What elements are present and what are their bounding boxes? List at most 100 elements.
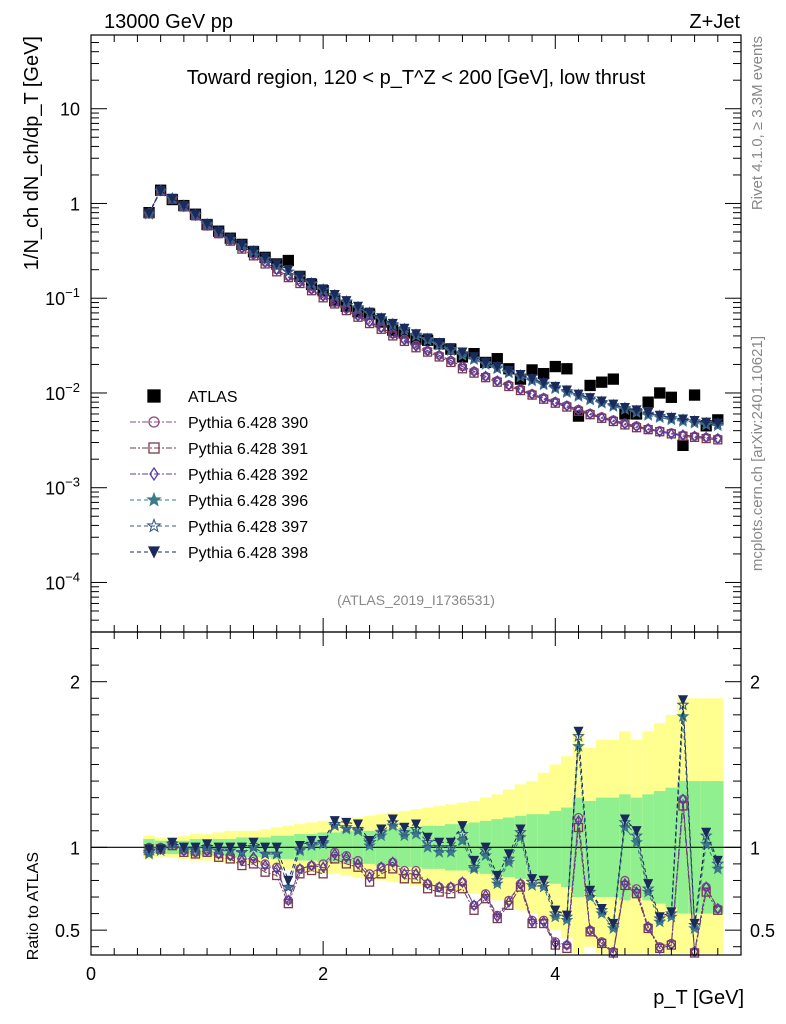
ratio-data-point <box>457 884 468 894</box>
ratio-series-group <box>142 695 725 959</box>
ratio-data-point <box>619 814 630 825</box>
ratio-data-point <box>352 819 364 830</box>
main-data-point <box>434 337 445 349</box>
main-data-point <box>493 374 502 387</box>
ratio-data-point <box>677 695 689 706</box>
ratio-data-point <box>458 876 467 889</box>
legend-label: Pythia 6.428 398 <box>188 545 308 562</box>
main-data-point <box>294 271 305 282</box>
ratio-data-point <box>155 844 166 855</box>
ratio-data-point <box>538 875 549 886</box>
ratio-y-tick-label-left: 0.5 <box>55 921 80 941</box>
ratio-data-point <box>190 842 201 853</box>
ratio-data-point <box>713 902 722 915</box>
main-data-point <box>341 296 352 307</box>
y-tick-label: 10−1 <box>45 285 80 309</box>
main-data-point <box>539 392 548 405</box>
ratio-data-point <box>583 890 597 903</box>
ratio-data-point <box>374 825 388 838</box>
legend-label: Pythia 6.428 391 <box>188 441 308 458</box>
legend-marker <box>146 517 162 533</box>
main-data-point <box>631 405 642 416</box>
ratio-data-point <box>469 905 479 915</box>
x-axis-title: p_T [GeV] <box>653 987 744 1009</box>
ratio-data-point <box>364 877 375 887</box>
ratio-data-point <box>400 867 409 880</box>
legend-label: Pythia 6.428 392 <box>188 467 308 484</box>
main-data-point <box>654 387 666 399</box>
ratio-data-point <box>411 874 421 884</box>
legend-label: Pythia 6.428 390 <box>188 415 308 432</box>
main-data-point <box>677 414 689 425</box>
main-data-point <box>377 321 386 334</box>
ratio-data-point <box>388 856 397 869</box>
ratio-data-point <box>399 874 410 884</box>
ratio-data-point <box>711 862 725 875</box>
main-data-point <box>504 379 513 392</box>
ratio-data-point <box>456 827 469 840</box>
ratio-data-point <box>641 885 655 898</box>
ratio-y-tick-label-left: 1 <box>70 838 80 858</box>
main-data-point <box>445 343 456 354</box>
ratio-data-point <box>223 843 237 857</box>
ratio-data-point <box>258 847 272 860</box>
ratio-data-point <box>586 924 595 937</box>
ratio-data-point <box>318 836 329 847</box>
ratio-data-point <box>421 840 435 853</box>
ratio-data-point <box>388 864 398 874</box>
ratio-data-point <box>200 840 214 853</box>
main-data-point <box>306 277 317 289</box>
ratio-data-point <box>397 825 411 838</box>
ratio-data-point <box>468 855 480 867</box>
ratio-data-point <box>504 900 514 910</box>
ratio-series-line <box>148 805 719 954</box>
ratio-data-point <box>608 918 619 929</box>
main-data-point <box>620 418 629 431</box>
ratio-data-point <box>620 877 629 890</box>
ratio-data-point <box>318 869 328 879</box>
ratio-data-point <box>479 848 493 862</box>
legend-marker <box>147 389 161 403</box>
ratio-data-point <box>178 842 189 853</box>
ratio-data-point <box>353 857 362 870</box>
main-data-point <box>609 414 618 427</box>
ratio-data-point <box>328 817 342 830</box>
main-data-point <box>713 432 722 445</box>
ratio-data-point <box>212 843 226 857</box>
ratio-data-point <box>434 837 445 848</box>
main-data-point <box>632 420 641 433</box>
main-data-point <box>584 379 596 392</box>
ratio-data-point <box>213 842 224 853</box>
main-data-point <box>412 340 420 353</box>
ratio-data-point <box>446 889 456 899</box>
ratio-data-point <box>504 896 513 908</box>
ratio-data-point <box>643 879 654 890</box>
ratio-data-point <box>630 828 644 842</box>
main-data-point <box>561 385 572 396</box>
ratio-data-point <box>689 918 700 929</box>
main-data-point <box>643 407 654 419</box>
main-data-point <box>446 354 455 367</box>
ratio-data-point <box>445 837 456 848</box>
ratio-data-point <box>339 820 353 833</box>
main-data-point <box>387 318 398 330</box>
energy-label: 13000 GeV pp <box>104 11 233 33</box>
ratio-data-point <box>353 862 363 872</box>
ratio-data-point <box>281 880 295 893</box>
main-data-point <box>688 389 701 401</box>
ratio-data-point <box>409 822 423 835</box>
ratio-data-point <box>515 824 526 835</box>
ratio-data-point <box>318 859 328 869</box>
ratio-data-point <box>701 827 712 838</box>
ratio-data-point <box>260 842 271 853</box>
ratio-data-point <box>572 739 585 752</box>
ratio-data-point <box>237 860 247 871</box>
main-data-point <box>607 373 619 385</box>
ratio-data-point <box>376 869 386 879</box>
ratio-data-point <box>632 886 641 899</box>
main-data-point <box>561 363 573 375</box>
main-data-point <box>596 396 607 407</box>
main-data-point <box>319 290 328 303</box>
ratio-data-point <box>422 832 433 843</box>
ratio-data-point <box>702 881 711 894</box>
